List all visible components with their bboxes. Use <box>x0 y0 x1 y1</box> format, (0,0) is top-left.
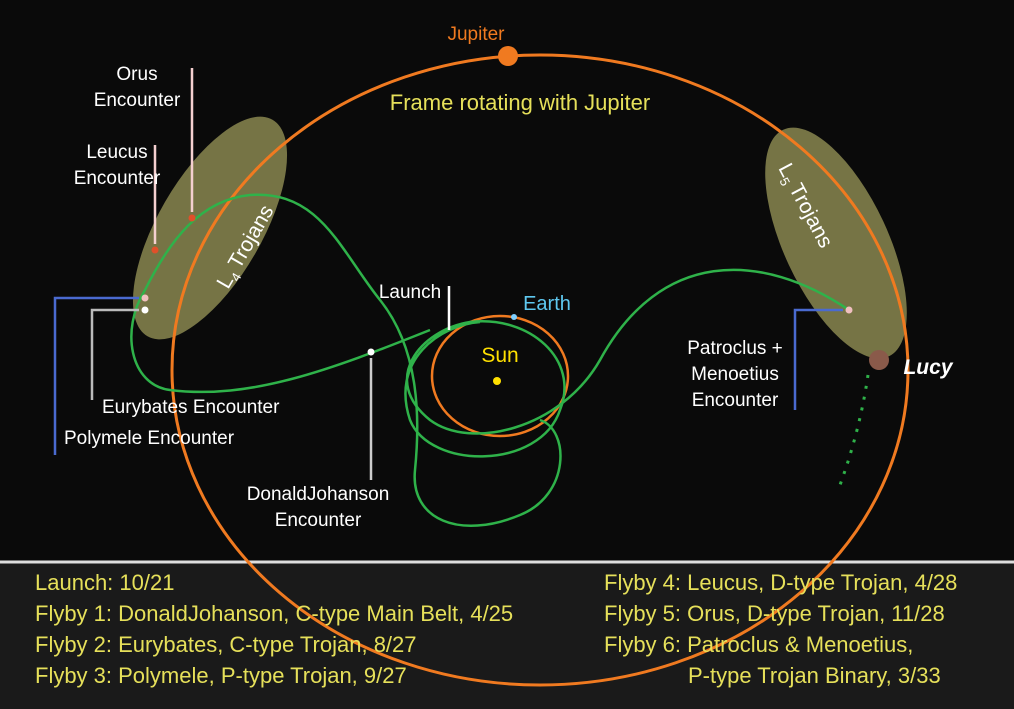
timeline-item: Flyby 4: Leucus, D-type Trojan, 4/28 <box>604 570 957 595</box>
donaldjohanson-point <box>367 348 375 356</box>
timeline-item: Flyby 1: DonaldJohanson, C-type Main Bel… <box>35 601 513 626</box>
earth-label: Earth <box>523 293 571 315</box>
title: Frame rotating with Jupiter <box>390 90 650 115</box>
launch-label: Launch <box>379 282 441 303</box>
orus-label: Orus <box>116 64 157 85</box>
eurybates-point <box>141 306 149 314</box>
donaldjohanson-label: Encounter <box>275 510 362 531</box>
sun-label: Sun <box>481 344 518 367</box>
timeline-item: Launch: 10/21 <box>35 570 174 595</box>
trajectory-end <box>838 374 870 486</box>
timeline-item: Flyby 6: Patroclus & Menoetius, <box>604 632 913 657</box>
polymele-point <box>141 294 149 302</box>
eurybates-pointer <box>90 308 139 400</box>
polymele-pointer <box>53 296 139 455</box>
lucy-spacecraft <box>869 350 889 370</box>
earth-orbit <box>430 314 570 438</box>
patroclus-label: Menoetius <box>691 364 779 385</box>
patroclus-point <box>845 306 853 314</box>
timeline-item: Flyby 5: Orus, D-type Trojan, 11/28 <box>604 601 945 626</box>
orus-point <box>188 214 196 222</box>
leucus-label: Encounter <box>74 168 161 189</box>
patroclus-pointer <box>793 308 843 410</box>
lucy-label: Lucy <box>903 356 953 379</box>
trajectory-path <box>404 268 850 458</box>
trajectory <box>130 193 850 528</box>
timeline-item: Flyby 2: Eurybates, C-type Trojan, 8/27 <box>35 632 417 657</box>
timeline-item: Flyby 3: Polymele, P-type Trojan, 9/27 <box>35 663 407 688</box>
patroclus-label: Encounter <box>692 390 779 411</box>
eurybates-label: Eurybates Encounter <box>102 397 280 418</box>
l5-cloud <box>765 127 907 359</box>
leucus-point <box>151 246 159 254</box>
leucus-label: Leucus <box>86 142 147 163</box>
patroclus-label: Patroclus + <box>687 338 783 359</box>
sun <box>493 377 501 385</box>
trajectory-path <box>130 193 562 528</box>
timeline-item: P-type Trojan Binary, 3/33 <box>688 663 941 688</box>
jupiter <box>498 46 518 66</box>
orus-label: Encounter <box>94 90 181 111</box>
donaldjohanson-label: DonaldJohanson <box>247 484 390 505</box>
jupiter-label: Jupiter <box>447 24 505 45</box>
polymele-label: Polymele Encounter <box>64 428 235 449</box>
earth <box>511 314 517 320</box>
jupiter-orbit <box>170 53 910 687</box>
